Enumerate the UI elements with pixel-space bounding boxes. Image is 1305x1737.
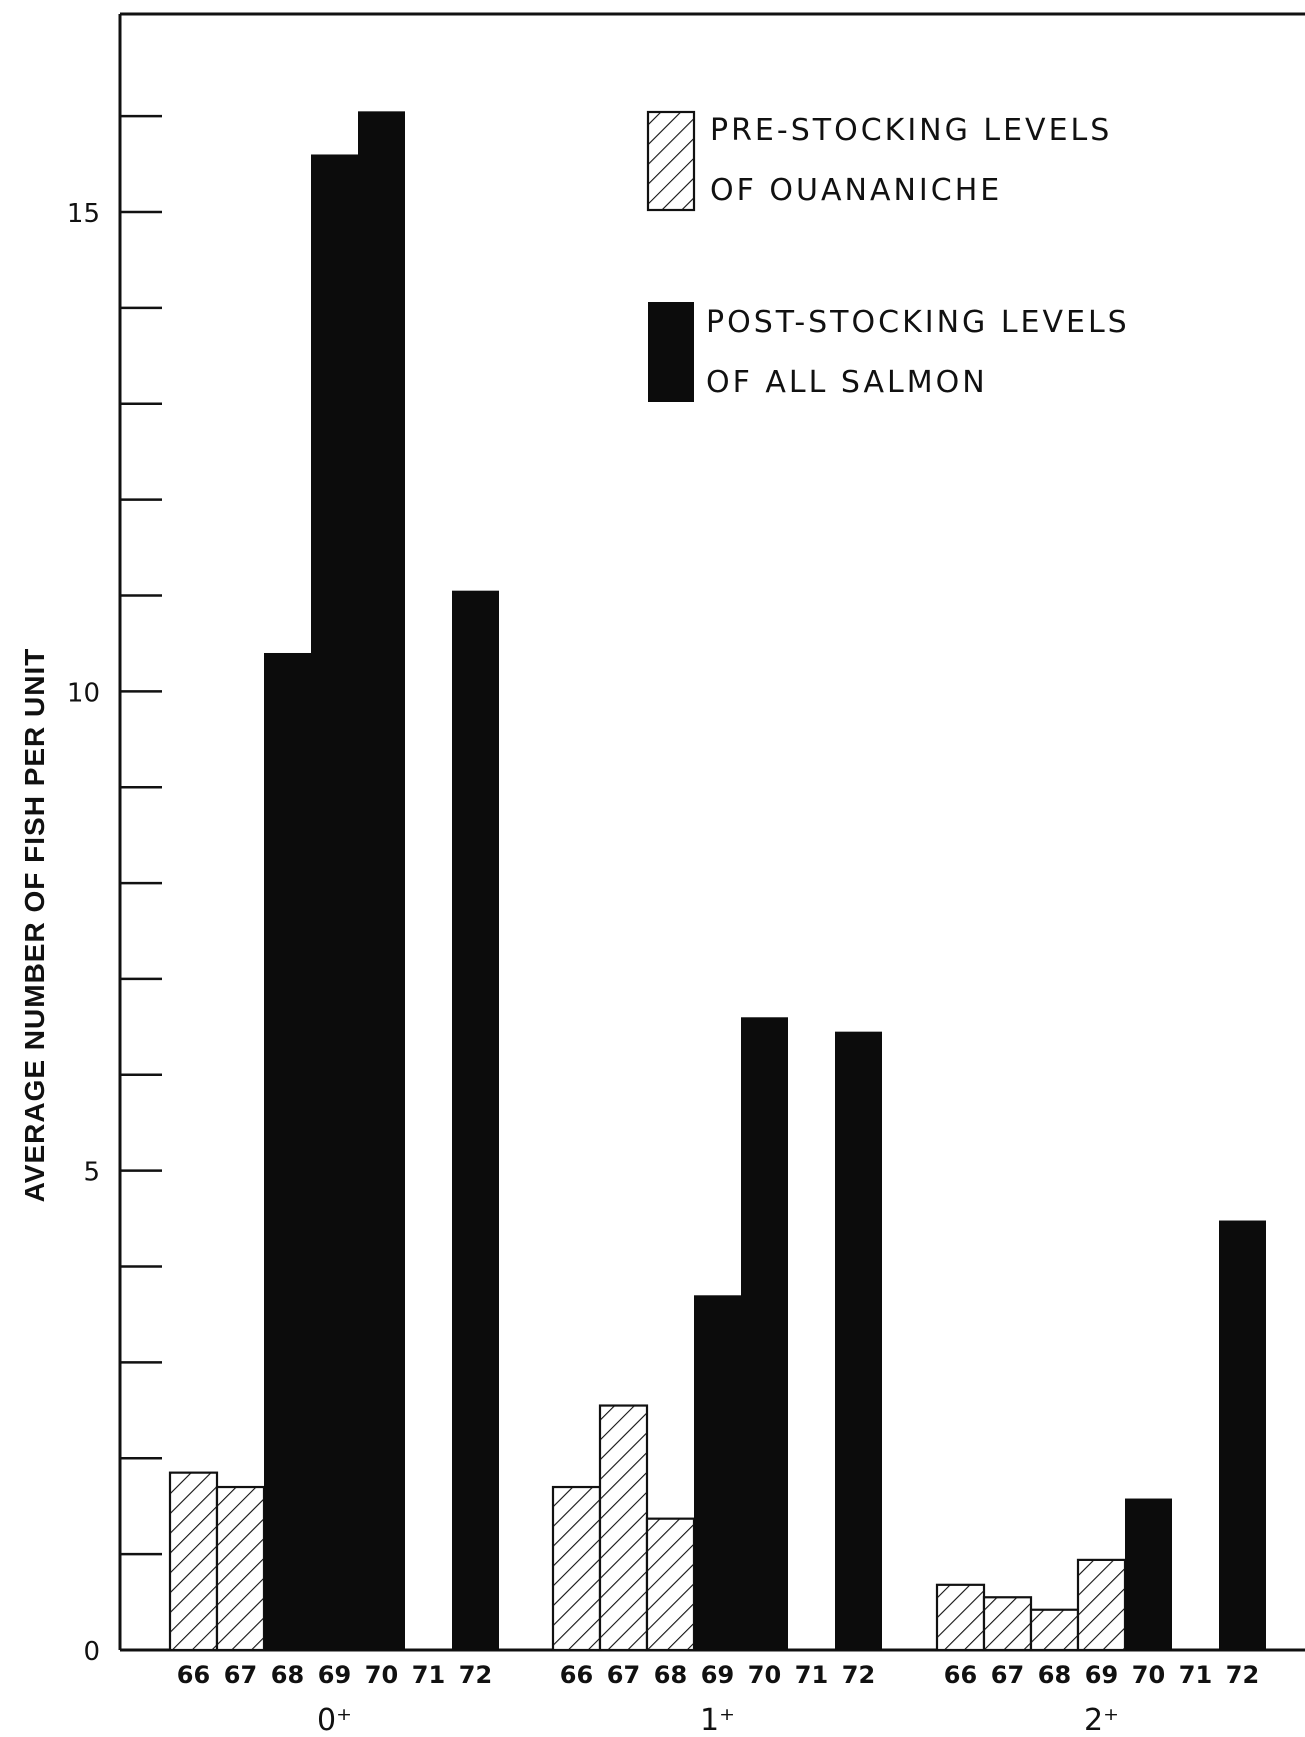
x-year-label: 72 [1226,1661,1259,1689]
x-year-labels: 66 67 68 69 70 71 72 66 67 68 69 70 71 72 66 67 68 69 70 71… [177,1661,1259,1689]
bars-group [168,111,1266,1652]
bar-post-stocking [741,1017,788,1650]
y-axis-ticks: 0 5 10 15 [67,114,162,1667]
legend-pre-line1: PRE-STOCKING LEVELS [710,113,1112,148]
bar-post-stocking [1125,1498,1172,1650]
x-group-label: 1⁺ [700,1703,735,1737]
y-tick-label: 0 [83,1637,100,1667]
x-year-label: 69 [318,1661,351,1689]
bar-pre-stocking [1076,1558,1127,1652]
y-tick-label: 10 [67,678,100,708]
bar-post-stocking [264,652,311,1650]
y-tick-label: 15 [67,199,100,229]
bar-post-stocking [835,1031,882,1650]
y-axis-label: AVERAGE NUMBER OF FISH PER UNIT [19,648,50,1203]
bar-post-stocking [311,154,358,1651]
x-year-label: 67 [607,1661,640,1689]
bar-post-stocking [358,111,405,1651]
x-group-label: 2⁺ [1084,1703,1119,1737]
x-year-label: 71 [795,1661,828,1689]
x-group-labels: 0⁺ 1⁺ 2⁺ [317,1703,1119,1737]
legend-swatch-pre [646,110,696,212]
bar-pre-stocking [551,1485,602,1652]
legend-post-line1: POST-STOCKING LEVELS [706,305,1130,340]
x-group-label: 0⁺ [317,1703,352,1737]
x-year-label: 70 [365,1661,398,1689]
y-tick-label: 5 [83,1158,100,1188]
legend-swatch-post [648,302,694,402]
x-year-label: 72 [459,1661,492,1689]
x-year-label: 69 [1085,1661,1118,1689]
bar-pre-stocking [598,1404,649,1652]
x-year-label: 66 [177,1661,210,1689]
x-year-label: 70 [748,1661,781,1689]
legend-post-line2: OF ALL SALMON [706,365,988,400]
x-year-label: 66 [944,1661,977,1689]
bar-post-stocking [452,590,499,1650]
x-year-label: 68 [271,1661,304,1689]
x-year-label: 68 [654,1661,687,1689]
legend: PRE-STOCKING LEVELS OF OUANANICHE POST-S… [646,110,1130,402]
x-year-label: 72 [842,1661,875,1689]
bar-pre-stocking [645,1517,696,1652]
x-year-label: 69 [701,1661,734,1689]
bar-pre-stocking [1029,1608,1080,1652]
x-year-label: 67 [224,1661,257,1689]
x-year-label: 67 [991,1661,1024,1689]
bar-pre-stocking [168,1471,219,1652]
legend-pre-line2: OF OUANANICHE [710,173,1002,208]
x-year-label: 68 [1038,1661,1071,1689]
x-year-label: 71 [1179,1661,1212,1689]
x-year-label: 70 [1132,1661,1165,1689]
bar-post-stocking [1219,1220,1266,1650]
x-year-label: 71 [412,1661,445,1689]
bar-pre-stocking [982,1596,1033,1652]
bar-pre-stocking [935,1583,986,1652]
bar-pre-stocking [215,1485,266,1652]
x-year-label: 66 [560,1661,593,1689]
bar-post-stocking [694,1295,741,1650]
